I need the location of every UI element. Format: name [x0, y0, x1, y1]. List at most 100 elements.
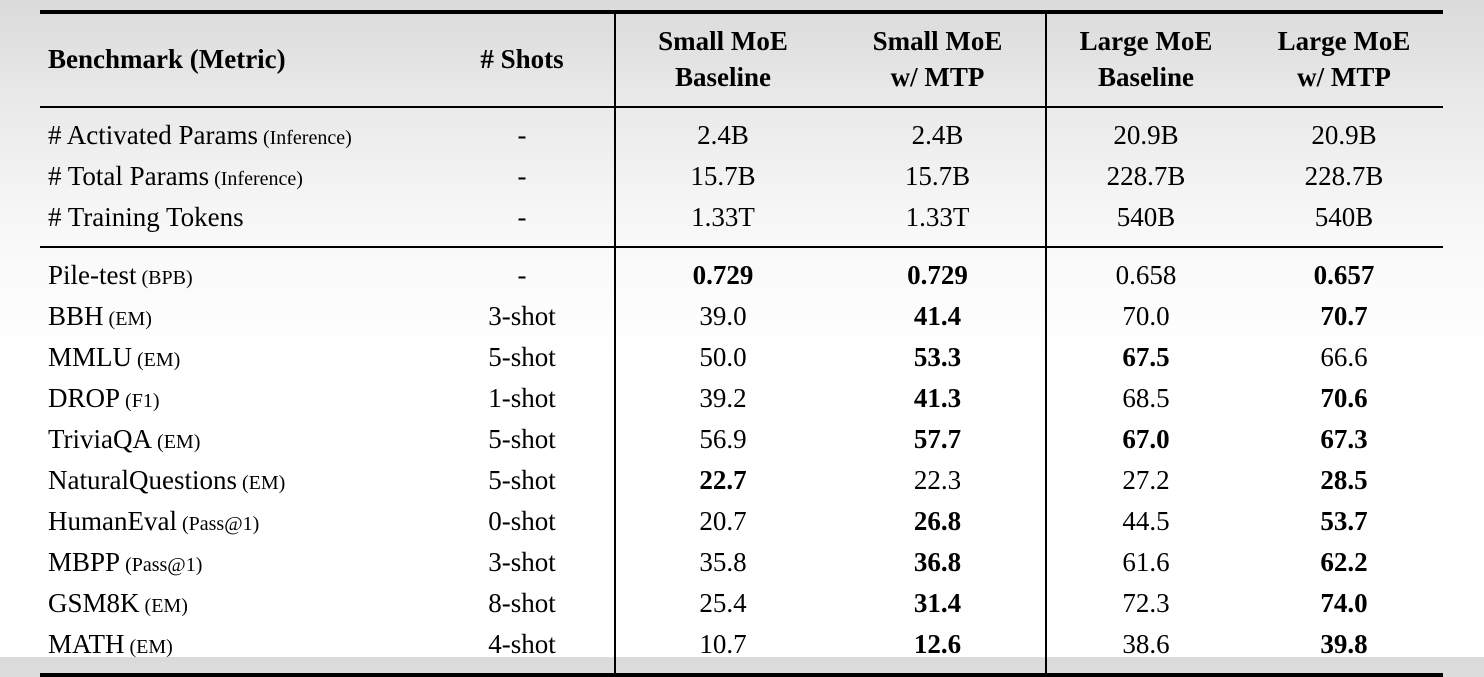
value-cell: 15.7B	[614, 156, 830, 197]
table-row: HumanEval (Pass@1) 0-shot 20.7 26.8 44.5 53.7	[40, 501, 1443, 542]
benchmark-results-table: Benchmark (Metric) # Shots Small MoE Bas…	[40, 10, 1443, 677]
value-cell: 70.7	[1320, 301, 1368, 331]
value-cell: 0.657	[1313, 260, 1375, 290]
value-cell: 25.4	[614, 583, 830, 624]
header-label: Benchmark (Metric)	[48, 44, 286, 74]
table-row: # Total Params (Inference) - 15.7B 15.7B 228…	[40, 156, 1443, 197]
table-row: BBH (EM) 3-shot 39.0 41.4 70.0 70.7	[40, 296, 1443, 337]
value-cell: 68.5	[1045, 378, 1245, 419]
header-small-moe-baseline: Small MoE Baseline	[614, 12, 830, 107]
header-shots: # Shots	[430, 12, 615, 107]
metric-label: (Pass@1)	[120, 554, 203, 576]
value-cell: 61.6	[1045, 542, 1245, 583]
benchmark-name-cell: DROP (F1)	[40, 378, 430, 419]
benchmarks-section: Pile-test (BPB) - 0.729 0.729 0.658 0.657 BBH …	[40, 247, 1443, 675]
value-cell: 540B	[1314, 202, 1374, 232]
value-cell: 28.5	[1320, 465, 1368, 495]
benchmark-name-cell: NaturalQuestions (EM)	[40, 460, 430, 501]
table-row: GSM8K (EM) 8-shot 25.4 31.4 72.3 74.0	[40, 583, 1443, 624]
value-cell: 39.0	[614, 296, 830, 337]
value-cell: 67.3	[1320, 424, 1368, 454]
value-cell: 540B	[1045, 197, 1245, 247]
value-cell: 66.6	[1320, 342, 1368, 372]
value-cell: 2.4B	[911, 120, 964, 150]
header-label-line1: Small MoE	[872, 26, 1003, 56]
value-cell: 39.2	[614, 378, 830, 419]
value-cell: 22.3	[913, 465, 962, 495]
benchmark-name-cell: # Total Params (Inference)	[40, 156, 430, 197]
header-label-line2: w/ MTP	[1297, 62, 1391, 92]
benchmark-name-cell: MATH (EM)	[40, 624, 430, 675]
table-row: DROP (F1) 1-shot 39.2 41.3 68.5 70.6	[40, 378, 1443, 419]
shots-cell: -	[517, 120, 527, 150]
table-row: TriviaQA (EM) 5-shot 56.9 57.7 67.0 67.3	[40, 419, 1443, 460]
header-label-line1: Large MoE	[1277, 26, 1411, 56]
benchmark-name-cell: BBH (EM)	[40, 296, 430, 337]
table-row: # Training Tokens - 1.33T 1.33T 540B 540B	[40, 197, 1443, 247]
shots-cell: 5-shot	[488, 465, 556, 495]
results-table-container: Benchmark (Metric) # Shots Small MoE Bas…	[40, 10, 1443, 677]
shots-cell: 5-shot	[488, 342, 556, 372]
metric-label: (Pass@1)	[176, 513, 260, 535]
table-header: Benchmark (Metric) # Shots Small MoE Bas…	[40, 12, 1443, 107]
shots-cell: 1-shot	[488, 383, 556, 413]
metric-label: (Inference)	[257, 127, 352, 149]
benchmark-name: MMLU	[48, 342, 133, 372]
value-cell: 39.8	[1320, 629, 1368, 659]
value-cell: 41.4	[913, 301, 962, 331]
value-cell: 2.4B	[614, 107, 830, 156]
header-benchmark-metric: Benchmark (Metric)	[40, 12, 430, 107]
benchmark-name: MATH	[48, 629, 125, 659]
table-row: Pile-test (BPB) - 0.729 0.729 0.658 0.657	[40, 247, 1443, 296]
value-cell: 1.33T	[905, 202, 970, 232]
value-cell: 50.0	[614, 337, 830, 378]
value-cell: 0.729	[907, 260, 968, 290]
shots-cell: 4-shot	[488, 629, 556, 659]
value-cell: 62.2	[1320, 547, 1368, 577]
value-cell: 56.9	[614, 419, 830, 460]
value-cell: 27.2	[1045, 460, 1245, 501]
benchmark-name-cell: HumanEval (Pass@1)	[40, 501, 430, 542]
metric-label: (EM)	[152, 431, 201, 453]
benchmark-name-cell: TriviaQA (EM)	[40, 419, 430, 460]
value-cell: 31.4	[913, 588, 962, 618]
header-small-moe-mtp: Small MoE w/ MTP	[830, 12, 1046, 107]
header-label-line2: Baseline	[674, 62, 771, 92]
shots-cell: -	[517, 161, 527, 191]
value-cell: 67.5	[1045, 337, 1245, 378]
value-cell: 70.0	[1045, 296, 1245, 337]
value-cell: 41.3	[913, 383, 962, 413]
value-cell: 72.3	[1045, 583, 1245, 624]
header-large-moe-baseline: Large MoE Baseline	[1045, 12, 1245, 107]
value-cell: 74.0	[1320, 588, 1368, 618]
benchmark-name: HumanEval	[48, 506, 177, 536]
shots-cell: 3-shot	[488, 301, 556, 331]
header-label-line2: Baseline	[1097, 62, 1194, 92]
metric-label: (Inference)	[209, 168, 303, 190]
benchmark-name-cell: Pile-test (BPB)	[40, 247, 430, 296]
value-cell: 0.729	[614, 247, 830, 296]
value-cell: 15.7B	[904, 161, 971, 191]
shots-cell: 5-shot	[488, 424, 556, 454]
value-cell: 228.7B	[1304, 161, 1384, 191]
table-row: # Activated Params (Inference) - 2.4B 2.4B 2…	[40, 107, 1443, 156]
value-cell: 67.0	[1045, 419, 1245, 460]
header-label-line1: Large MoE	[1079, 26, 1213, 56]
value-cell: 1.33T	[614, 197, 830, 247]
header-label-line2: w/ MTP	[890, 62, 985, 92]
shots-cell: 8-shot	[488, 588, 556, 618]
metric-label: (BPB)	[136, 267, 193, 289]
shots-cell: 3-shot	[488, 547, 556, 577]
shots-cell: -	[517, 260, 527, 290]
table-row: MBPP (Pass@1) 3-shot 35.8 36.8 61.6 62.2	[40, 542, 1443, 583]
value-cell: 36.8	[913, 547, 962, 577]
value-cell: 22.7	[614, 460, 830, 501]
benchmark-name-cell: MBPP (Pass@1)	[40, 542, 430, 583]
value-cell: 20.7	[614, 501, 830, 542]
shots-cell: 0-shot	[488, 506, 556, 536]
value-cell: 20.9B	[1311, 120, 1377, 150]
benchmark-name-cell: GSM8K (EM)	[40, 583, 430, 624]
value-cell: 26.8	[913, 506, 962, 536]
benchmark-name: # Activated Params	[48, 120, 258, 150]
benchmark-name-cell: # Activated Params (Inference)	[40, 107, 430, 156]
